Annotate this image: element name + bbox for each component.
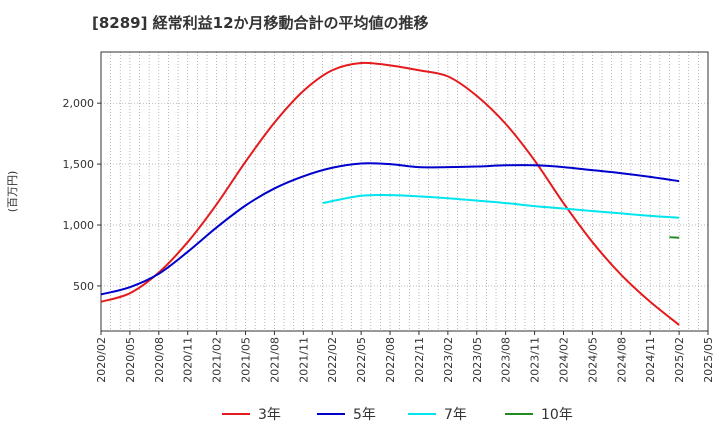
x-tick-label: 2024/02 <box>557 337 570 383</box>
y-tick-label: 500 <box>73 280 94 293</box>
x-tick-label: 2021/05 <box>240 337 253 383</box>
x-tick-label: 2021/08 <box>268 337 281 383</box>
series-line-4 <box>669 236 680 239</box>
x-tick-label: 2023/08 <box>500 337 513 383</box>
legend-label: 3年 <box>258 407 281 423</box>
x-tick-label: 2022/08 <box>384 337 397 383</box>
x-tick-label: 2021/11 <box>297 337 310 383</box>
y-axis-title: (百万円) <box>6 171 19 213</box>
x-tick-label: 2022/02 <box>326 337 339 383</box>
legend-label: 7年 <box>444 407 467 423</box>
x-tick-label: 2024/08 <box>615 337 628 383</box>
x-tick-label: 2024/05 <box>586 337 599 383</box>
legend: 3年 5年 7年 10年 <box>222 407 573 423</box>
plot-frame <box>100 51 709 332</box>
x-tick-label: 2025/02 <box>673 337 686 383</box>
x-tick-label: 2022/05 <box>355 337 368 383</box>
y-tick-label: 1,500 <box>63 158 95 171</box>
x-tick-label: 2023/02 <box>442 337 455 383</box>
chart-title: [8289] 経常利益12か月移動合計の平均値の推移 <box>92 14 429 32</box>
x-tick-label: 2023/05 <box>471 337 484 383</box>
legend-label: 5年 <box>353 407 376 423</box>
x-tick-label: 2022/11 <box>413 337 426 383</box>
x-tick-label: 2021/02 <box>211 337 224 383</box>
x-tick-label: 2025/05 <box>702 337 715 383</box>
x-tick-label: 2023/11 <box>529 337 542 383</box>
y-tick-label: 2,000 <box>63 97 95 110</box>
x-tick-label: 2020/05 <box>124 337 137 383</box>
series-lines <box>100 61 680 326</box>
series-line-1 <box>100 61 680 326</box>
x-tick-label: 2020/11 <box>182 337 195 383</box>
series-line-3 <box>322 193 680 219</box>
series-line-2 <box>100 162 680 296</box>
x-tick-label: 2024/11 <box>644 337 657 383</box>
legend-label: 10年 <box>541 407 573 423</box>
x-axis: 2020/02 2020/05 2020/08 2020/11 2021/02 2021/… <box>95 331 715 383</box>
y-axis: 500 1,000 1,500 2,000 <box>63 97 101 293</box>
grid <box>101 52 708 331</box>
x-tick-label: 2020/08 <box>153 337 166 383</box>
y-tick-label: 1,000 <box>63 219 95 232</box>
x-tick-label: 2020/02 <box>95 337 108 383</box>
